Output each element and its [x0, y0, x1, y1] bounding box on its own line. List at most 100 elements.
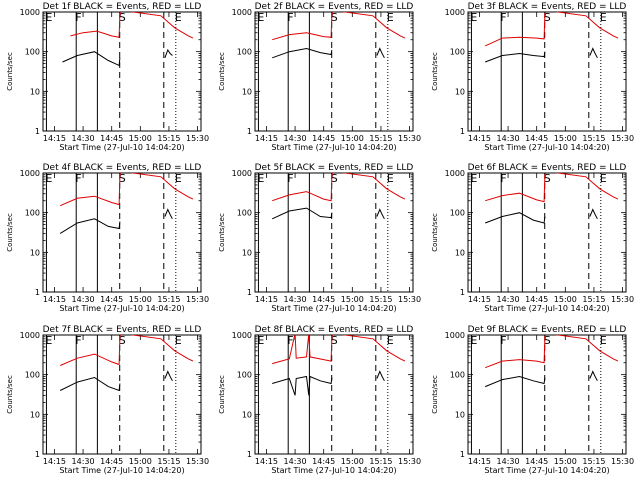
event-marker-label: S: [544, 172, 551, 185]
x-tick-label: 15:30: [611, 134, 634, 143]
event-marker-label: E: [45, 11, 52, 24]
series-events-line: [376, 370, 385, 382]
x-tick-label: 14:30: [72, 457, 95, 466]
y-tick-label: 1: [247, 450, 252, 459]
x-tick-label: 15:15: [369, 134, 392, 143]
series-events-line: [59, 218, 121, 234]
chart-panel-8: Det 8f BLACK = Events, RED = LLD 1 10 100 10…: [218, 325, 421, 475]
y-tick-label: 1: [247, 127, 252, 136]
x-axis-label: Start Time (27-Jul-10 14:04:20): [59, 143, 184, 152]
x-axis-label: Start Time (27-Jul-10 14:04:20): [59, 466, 184, 475]
x-tick-label: 14:30: [497, 457, 520, 466]
x-axis-label: Start Time (27-Jul-10 14:04:20): [271, 466, 396, 475]
y-axis-label: Counts/sec: [6, 52, 14, 91]
series-events-line: [376, 47, 385, 59]
plot-frame: [467, 172, 627, 293]
series-events-line: [59, 376, 121, 392]
event-marker-label: E: [175, 334, 182, 347]
chart-title: Det 8f BLACK = Events, RED = LLD: [255, 325, 414, 335]
series-events-line: [485, 212, 546, 224]
y-tick-label: 10: [242, 248, 252, 257]
y-tick-label: 100: [237, 48, 252, 57]
x-tick-label: 15:00: [554, 134, 577, 143]
x-tick-label: 14:45: [525, 457, 548, 466]
chart-title: Det 7f BLACK = Events, RED = LLD: [43, 325, 202, 335]
x-tick-label: 15:30: [186, 134, 209, 143]
y-tick-label: 100: [450, 48, 465, 57]
y-tick-label: 1000: [445, 8, 465, 17]
chart-panel-3: Det 3f BLACK = Events, RED = LLD 1 10 100 10…: [431, 2, 634, 152]
event-marker-label: E: [257, 11, 264, 24]
y-axis-label: Counts/sec: [218, 52, 226, 91]
event-marker-label: E: [257, 334, 264, 347]
y-tick-label: 1000: [232, 169, 252, 178]
y-tick-label: 1000: [445, 169, 465, 178]
y-axis-label: Counts/sec: [431, 375, 439, 414]
x-tick-label: 14:15: [468, 134, 491, 143]
x-tick-label: 14:45: [312, 457, 335, 466]
event-marker-label: S: [544, 11, 551, 24]
x-tick-label: 14:45: [312, 295, 335, 304]
y-tick-label: 1000: [20, 169, 40, 178]
y-tick-label: 100: [25, 371, 40, 380]
x-tick-label: 14:30: [284, 295, 307, 304]
event-marker-label: E: [257, 172, 264, 185]
series-lld-line: [60, 335, 194, 366]
event-marker-label: F: [500, 334, 506, 347]
x-tick-label: 14:30: [72, 134, 95, 143]
x-tick-label: 15:15: [582, 134, 605, 143]
y-axis-label: Counts/sec: [6, 213, 14, 252]
chart-title: Det 2f BLACK = Events, RED = LLD: [255, 2, 414, 12]
series-events-line: [589, 208, 598, 220]
event-marker-label: F: [75, 11, 81, 24]
x-axis-label: Start Time (27-Jul-10 14:04:20): [59, 304, 184, 313]
x-tick-label: 15:30: [186, 457, 209, 466]
series-lld-line: [484, 12, 619, 47]
x-tick-label: 14:15: [255, 295, 278, 304]
y-axis-label: Counts/sec: [6, 375, 14, 414]
y-tick-label: 100: [237, 209, 252, 218]
chart-title: Det 1f BLACK = Events, RED = LLD: [43, 2, 202, 12]
series-events-line: [271, 207, 333, 220]
series-events-line: [164, 370, 173, 382]
x-tick-label: 14:45: [312, 134, 335, 143]
y-tick-label: 1000: [232, 8, 252, 17]
y-tick-label: 1000: [20, 331, 40, 340]
x-tick-label: 15:15: [582, 295, 605, 304]
x-tick-label: 14:45: [100, 295, 123, 304]
event-marker-label: S: [119, 172, 126, 185]
y-tick-label: 10: [242, 87, 252, 96]
y-tick-label: 10: [30, 410, 40, 419]
chart-panel-4: Det 4f BLACK = Events, RED = LLD 1 10 100 10…: [6, 163, 209, 313]
series-lld-line: [70, 12, 194, 39]
event-marker-label: S: [119, 334, 126, 347]
y-tick-label: 100: [450, 371, 465, 380]
chart-panel-6: Det 6f BLACK = Events, RED = LLD 1 10 100 10…: [431, 163, 634, 313]
series-events-line: [62, 51, 121, 67]
x-tick-label: 15:15: [157, 134, 180, 143]
y-tick-label: 1: [247, 288, 252, 297]
event-marker-label: E: [387, 334, 394, 347]
event-marker-label: E: [470, 334, 477, 347]
y-tick-label: 100: [450, 209, 465, 218]
series-events-line: [589, 370, 598, 382]
x-tick-label: 14:45: [100, 134, 123, 143]
event-marker-label: E: [600, 11, 607, 24]
series-lld-line: [272, 173, 406, 202]
x-tick-label: 14:30: [497, 295, 520, 304]
event-marker-label: F: [287, 172, 293, 185]
x-tick-label: 14:30: [497, 134, 520, 143]
y-axis-label: Counts/sec: [218, 375, 226, 414]
event-marker-label: E: [175, 11, 182, 24]
series-events-line: [485, 51, 546, 63]
y-tick-label: 1000: [232, 331, 252, 340]
event-marker-label: E: [600, 334, 607, 347]
x-tick-label: 15:30: [398, 134, 421, 143]
x-tick-label: 15:15: [582, 457, 605, 466]
chart-title: Det 6f BLACK = Events, RED = LLD: [468, 163, 627, 173]
x-tick-label: 15:30: [186, 295, 209, 304]
plot-frame: [42, 172, 202, 293]
y-tick-label: 100: [25, 48, 40, 57]
x-tick-label: 14:15: [255, 457, 278, 466]
chart-panel-9: Det 9f BLACK = Events, RED = LLD 1 10 100 10…: [431, 325, 634, 475]
